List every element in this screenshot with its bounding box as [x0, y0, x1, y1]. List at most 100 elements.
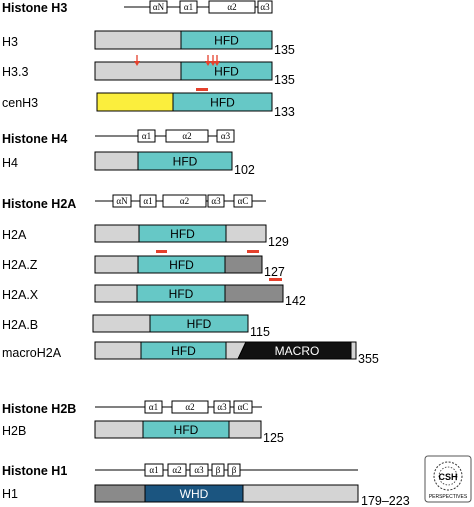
strand-label: β	[232, 465, 237, 475]
strand-label: β	[216, 465, 221, 475]
protein-name: macroH2A	[2, 346, 62, 360]
protein-length: 355	[358, 352, 379, 366]
c-terminal-segment	[224, 284, 284, 303]
protein-name: cenH3	[2, 96, 38, 110]
section-h2b: Histone H2B α1 α2 α3 αC H2B HFD 125	[2, 400, 284, 445]
hfd-segment	[137, 151, 233, 171]
helix-box	[233, 400, 253, 414]
hfd-segment	[180, 30, 273, 50]
segment-label: HFD	[169, 287, 194, 301]
protein-length: 135	[274, 43, 295, 57]
helix-label: α1	[149, 465, 158, 475]
section-h2a: Histone H2A αN α1 α2 α3 αC H2A HFD 129 H…	[2, 194, 379, 366]
segment-label: HFD	[170, 227, 195, 241]
docking-segment	[224, 255, 263, 274]
segment-label: HFD	[187, 317, 212, 331]
helix-label: α1	[143, 196, 152, 206]
protein-h2a-b: H2A.B HFD 115	[2, 314, 270, 339]
protein-name: H1	[2, 487, 18, 501]
helix-label: α3	[260, 2, 270, 12]
helix-label: α1	[184, 2, 193, 12]
strand-box	[227, 463, 241, 477]
helix-map-h2b: α1 α2 α3 αC	[95, 400, 262, 414]
helix-box	[165, 129, 209, 143]
variant-site-mark	[247, 250, 259, 253]
protein-h2a-z: H2A.Z HFD 127	[2, 250, 285, 281]
helix-label: α3	[194, 465, 204, 475]
segment-label: HFD	[210, 96, 235, 110]
helix-box	[189, 463, 209, 477]
section-title-h4: Histone H4	[2, 132, 67, 146]
protein-h2a: H2A HFD 129	[2, 224, 289, 249]
protein-length: 133	[274, 105, 295, 119]
protein-h2b: H2B HFD 125	[2, 420, 284, 445]
protein-length: 102	[234, 163, 255, 177]
helix-box	[208, 0, 256, 14]
section-title-h2b: Histone H2B	[2, 402, 76, 416]
protein-length: 115	[250, 325, 270, 339]
helix-box	[162, 194, 207, 208]
protein-h3-3: H3.3 HFD 135	[2, 55, 295, 87]
helix-box	[233, 194, 253, 208]
protein-length: 129	[268, 235, 289, 249]
segment-label: HFD	[214, 65, 239, 79]
tail-segment	[228, 420, 262, 439]
protein-name: H2B	[2, 424, 26, 438]
tail-segment	[92, 314, 151, 333]
helix-box	[179, 0, 198, 14]
n-terminal-segment	[94, 484, 146, 503]
variant-site-mark	[156, 250, 167, 253]
segment-label: MACRO	[275, 344, 320, 358]
helix-map-h3: αN α1 α2 α3	[124, 0, 273, 14]
helix-label: α2	[182, 131, 191, 141]
protein-name: H2A.Z	[2, 258, 38, 272]
helix-label: α2	[172, 465, 181, 475]
helix-box	[171, 400, 209, 414]
variant-site-arrows	[134, 55, 220, 66]
helix-label: α3	[211, 196, 221, 206]
protein-name: H2A.B	[2, 318, 38, 332]
segment-label: HFD	[173, 155, 198, 169]
hfd-segment	[180, 61, 273, 81]
helix-map-h1: α1 α2 α3 β β	[95, 463, 358, 477]
csh-perspectives-logo: CSH PERSPECTIVES	[424, 455, 472, 503]
tail-segment	[94, 61, 182, 81]
tail-segment	[94, 255, 139, 274]
helix-label: α2	[185, 402, 194, 412]
helix-label: αC	[238, 196, 249, 206]
section-h4: Histone H4 α1 α2 α3 H4 HFD 102	[2, 129, 255, 177]
protein-name: H2A.X	[2, 288, 39, 302]
helix-box	[216, 129, 235, 143]
helix-box	[144, 400, 163, 414]
section-h1: Histone H1 α1 α2 α3 β β H1 WHD 179–223	[2, 463, 410, 507]
c-terminal-segment	[242, 484, 359, 503]
helix-box	[137, 129, 156, 143]
logo-text: CSH	[438, 472, 457, 482]
variant-site-mark	[196, 88, 208, 91]
segment-label: HFD	[174, 423, 199, 437]
helix-box	[139, 194, 157, 208]
protein-h3: H3 HFD 135	[2, 30, 295, 57]
protein-length: 142	[285, 294, 306, 308]
helix-box	[149, 0, 168, 14]
helix-label: α1	[142, 131, 151, 141]
section-h3: Histone H3 αN α1 α2 α3 H3 HFD 135 H3.3 H…	[2, 0, 295, 119]
helix-box	[112, 194, 132, 208]
tail-segment	[96, 92, 174, 112]
protein-name: H4	[2, 156, 18, 170]
helix-label: αN	[153, 2, 165, 12]
helix-label: α3	[217, 402, 227, 412]
helix-map-h4: α1 α2 α3	[95, 129, 235, 143]
helix-map-h2a: αN α1 α2 α3 αC	[95, 194, 266, 208]
tail-segment	[350, 341, 357, 360]
tail-segment	[94, 224, 140, 243]
protein-length: 179–223	[361, 494, 410, 507]
helix-box	[167, 463, 187, 477]
tail-segment	[94, 341, 142, 360]
helix-label: α2	[227, 2, 236, 12]
tail-segment	[94, 30, 182, 50]
section-title-h3: Histone H3	[2, 1, 67, 15]
segment-label: HFD	[214, 34, 239, 48]
section-title-h2a: Histone H2A	[2, 197, 76, 211]
